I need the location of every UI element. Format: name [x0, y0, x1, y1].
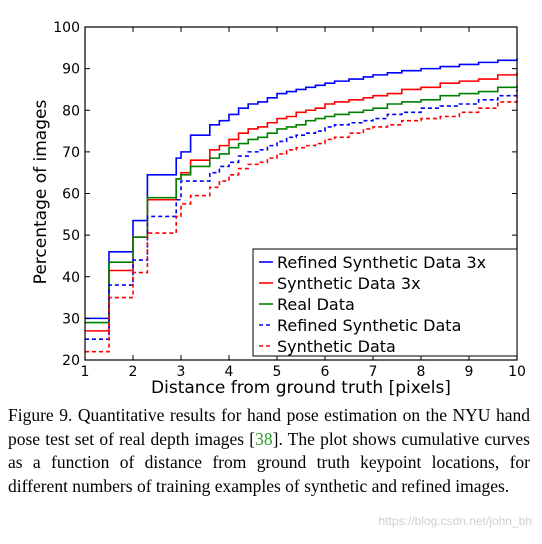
caption-text-1: Figure 9. Quantitative results for hand … — [8, 405, 530, 449]
legend-label-1: Synthetic Data 3x — [277, 274, 421, 293]
series-line-0 — [85, 58, 518, 320]
legend-label-4: Synthetic Data — [277, 337, 396, 356]
x-tick-label: 6 — [321, 364, 330, 380]
x-tick-label: 7 — [369, 364, 378, 380]
x-tick-label: 4 — [225, 364, 234, 380]
x-tick-label: 5 — [273, 364, 282, 380]
x-tick-label: 2 — [129, 364, 138, 380]
caption-citation-link[interactable]: 38 — [255, 428, 273, 449]
watermark: https://blog.csdn.net/john_bh — [378, 514, 532, 528]
x-tick-label: 10 — [508, 364, 526, 380]
legend-label-3: Refined Synthetic Data — [277, 316, 461, 335]
axes-group: 1 2 3 4 5 6 7 8 9 10 20 30 40 50 60 70 80 90 100 — [53, 20, 526, 380]
x-tick-label: 3 — [177, 364, 186, 380]
y-tick-label: 70 — [62, 145, 80, 161]
y-tick-label: 20 — [62, 353, 80, 369]
y-tick-label: 80 — [62, 103, 80, 119]
y-tick-label: 30 — [62, 311, 80, 327]
x-tick-label: 8 — [417, 364, 426, 380]
figure-caption: Figure 9. Quantitative results for hand … — [8, 404, 530, 498]
y-tick-label: 50 — [62, 228, 80, 244]
caption-text-2: ]. The plot shows cumulative curves as a… — [8, 428, 530, 496]
legend-box — [252, 248, 518, 357]
legend: Refined Synthetic Data 3x Synthetic Data … — [252, 248, 518, 357]
series-line-2 — [85, 85, 518, 324]
y-axis-title: Percentage of images — [31, 100, 51, 285]
series-group — [85, 58, 518, 353]
y-tick-label: 90 — [62, 62, 80, 78]
x-tick-label: 1 — [81, 364, 90, 380]
legend-label-2: Real Data — [277, 295, 355, 314]
series-line-1 — [85, 72, 518, 332]
y-tick-label: 40 — [62, 270, 80, 286]
x-tick-label: 9 — [465, 364, 474, 380]
y-tick-label: 60 — [62, 187, 80, 203]
legend-label-0: Refined Synthetic Data 3x — [277, 253, 486, 272]
x-axis-title: Distance from ground truth [pixels] — [151, 378, 451, 398]
y-tick-label: 100 — [53, 20, 80, 36]
chart: 1 2 3 4 5 6 7 8 9 10 20 30 40 50 60 70 80 90 100 Percentag… — [31, 20, 526, 398]
series-line-3 — [85, 89, 518, 340]
series-line-4 — [85, 95, 518, 353]
